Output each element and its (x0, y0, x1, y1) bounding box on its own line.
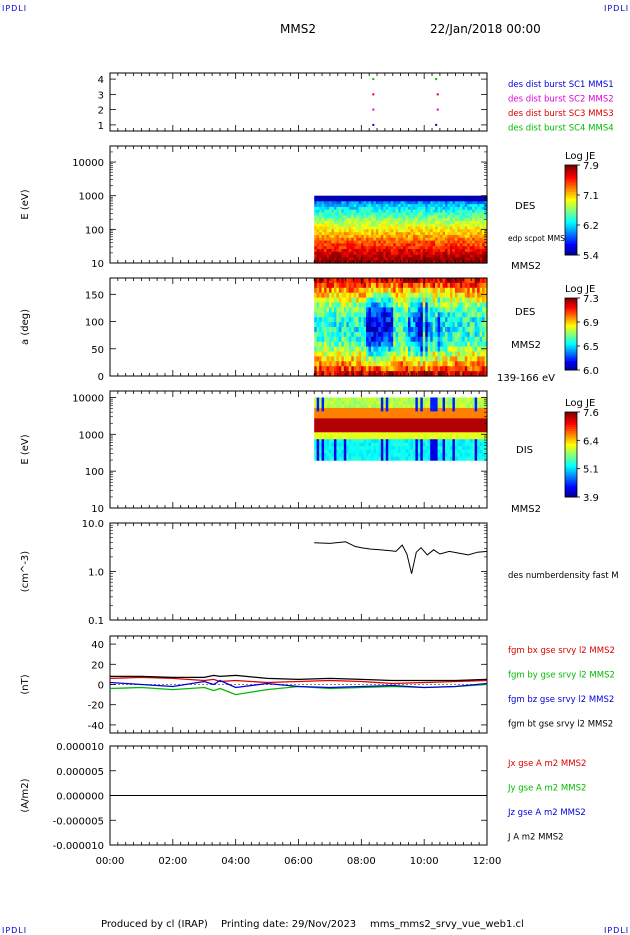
y-tick-label: 4 (98, 75, 104, 86)
y-tick-label: 2 (98, 106, 104, 117)
heatmap-cells (314, 397, 487, 460)
heatmap-cells (314, 278, 487, 377)
legend-entry: des dist burst SC2 MMS2 (508, 95, 614, 105)
colorbar-tick-label: 7.9 (583, 161, 599, 172)
colorbar-tick-label: 6.0 (583, 366, 599, 377)
legend-entry: des dist burst SC3 MMS3 (508, 109, 614, 119)
panel-frame (110, 73, 487, 131)
y-tick-label: 50 (91, 345, 104, 356)
colorbar-tick-label: 6.2 (583, 221, 599, 232)
legend-entry: des dist burst SC4 MMS4 (508, 124, 614, 134)
panel-label: DES (515, 307, 535, 318)
panel-extra-label: edp scpot MMS2 (508, 234, 570, 243)
colorbar-tick-label: 7.1 (583, 191, 599, 202)
burst-marker (372, 109, 374, 111)
panel-label: DES (515, 201, 535, 212)
colorbar-tick-label: 7.3 (583, 294, 599, 305)
y-tick-label: 10000 (72, 393, 104, 404)
burst-marker (437, 93, 439, 95)
y-tick-label: 100 (85, 225, 104, 236)
burst-marker (435, 78, 437, 80)
burst-marker (435, 124, 437, 126)
y-tick-label: 10 (91, 259, 104, 270)
y-tick-label: 1000 (79, 192, 104, 203)
burst-marker (372, 124, 374, 126)
satellite-label: MMS2 (511, 261, 541, 272)
y-tick-label: 150 (85, 290, 104, 301)
y-tick-label: 3 (98, 90, 104, 101)
y-tick-label: 1 (98, 121, 104, 132)
y-tick-label: 1000 (79, 430, 104, 441)
satellite-label: MMS2 (511, 340, 541, 351)
energy-range-label: 139-166 eV (497, 373, 555, 384)
chart-canvas: 1 2 3 4 des dist burst SC1 MMS1 des dist burs… (0, 0, 630, 900)
y-tick-label: 0 (98, 372, 104, 383)
colorbar-tick-label: 5.4 (583, 251, 599, 262)
y-axis-label: a (deg) (20, 309, 31, 345)
heatmap-cells (314, 196, 487, 264)
y-axis-label: E (eV) (20, 189, 31, 219)
colorbar-tick-label: 6.5 (583, 342, 599, 353)
y-tick-label: 100 (85, 318, 104, 329)
y-tick-label: 10 (91, 504, 104, 515)
burst-marker (372, 78, 374, 80)
colorbar-tick-label: 6.9 (583, 318, 599, 329)
y-tick-label: 10000 (72, 158, 104, 169)
legend-entry: des dist burst SC1 MMS1 (508, 80, 614, 90)
y-tick-label: 100 (85, 467, 104, 478)
burst-marker (437, 109, 439, 111)
burst-marker (372, 93, 374, 95)
